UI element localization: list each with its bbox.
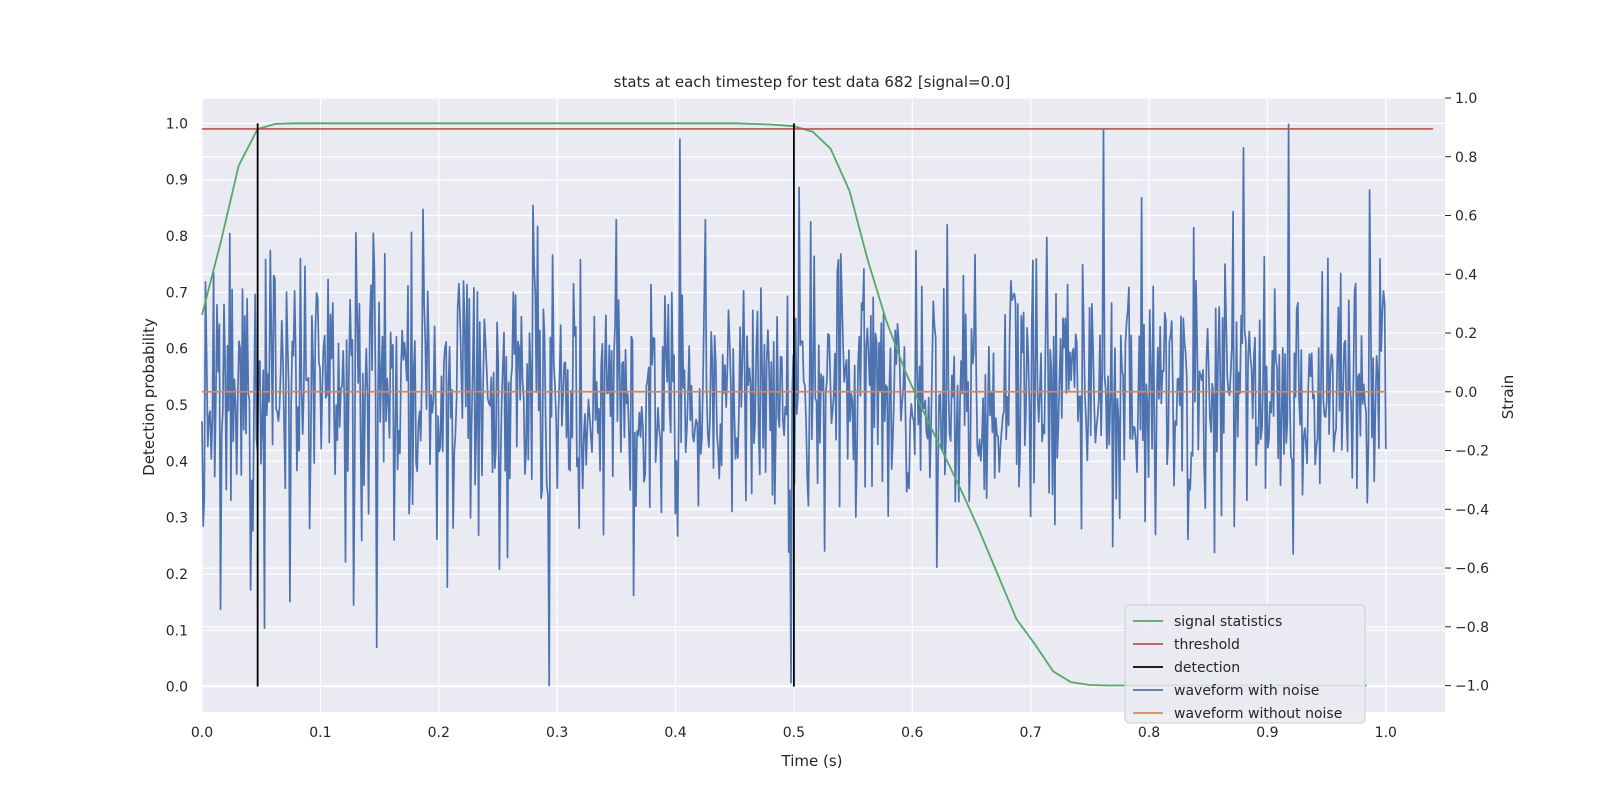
x-tick-label: 0.5: [783, 725, 805, 741]
y-tick-label: 0.2: [166, 567, 188, 583]
x-axis-title: Time (s): [781, 752, 843, 770]
y2-tick-label: 0.4: [1455, 267, 1477, 283]
y-tick-label: 0.9: [166, 173, 188, 189]
y2-tick-label: 0.2: [1455, 326, 1477, 342]
chart-title: stats at each timestep for test data 682…: [614, 73, 1011, 91]
y2-tick-label: −0.8: [1455, 620, 1489, 636]
y-axis-title: Detection probability: [140, 318, 158, 476]
y2-tick-label: 1.0: [1455, 91, 1477, 107]
y2-tick-label: −0.2: [1455, 444, 1489, 460]
y2-tick-label: −0.4: [1455, 502, 1489, 518]
x-tick-label: 0.3: [546, 725, 568, 741]
x-tick-labels: 0.0 0.1 0.2 0.3 0.4 0.5 0.6 0.7 0.8 0.9 1.0: [191, 725, 1397, 741]
y2-tick-label: −1.0: [1455, 679, 1489, 695]
x-tick-label: 0.9: [1256, 725, 1278, 741]
y2-tick-label: 0.8: [1455, 150, 1477, 166]
y-tick-label: 0.8: [166, 229, 188, 245]
x-tick-label: 0.0: [191, 725, 213, 741]
legend-label: threshold: [1174, 637, 1240, 653]
x-tick-label: 0.7: [1020, 725, 1042, 741]
legend-label: signal statistics: [1174, 614, 1282, 630]
x-tick-label: 0.8: [1138, 725, 1160, 741]
x-tick-label: 0.2: [428, 725, 450, 741]
y2-axis-title: Strain: [1499, 375, 1517, 419]
x-tick-label: 0.4: [664, 725, 686, 741]
legend-box: [1124, 604, 1366, 724]
x-tick-label: 0.6: [901, 725, 923, 741]
series-layer: [201, 122, 1434, 687]
legend-label: detection: [1174, 660, 1240, 676]
y-tick-label: 0.0: [166, 680, 188, 696]
legend-label: waveform without noise: [1174, 706, 1342, 722]
y2-tick-label: 0.0: [1455, 385, 1477, 401]
y-tick-label: 0.3: [166, 511, 188, 527]
signal-statistics-line: [201, 122, 1367, 687]
y-tick-label: 0.6: [166, 342, 188, 358]
y-tick-label: 0.4: [166, 454, 188, 470]
legend: signal statistics threshold detection wavef…: [1124, 604, 1366, 724]
y-tick-label: 0.5: [166, 398, 188, 414]
y2-tick-label: 0.6: [1455, 209, 1477, 225]
y-tick-labels: 0.0 0.1 0.2 0.3 0.4 0.5 0.6 0.7 0.8 0.9 1.0: [166, 116, 188, 695]
y2-tick-labels: −1.0 −0.8 −0.6 −0.4 −0.2 0.0 0.2 0.4 0.6 0.8 1.0: [1445, 91, 1489, 695]
y-tick-label: 1.0: [166, 116, 188, 132]
x-tick-label: 0.1: [309, 725, 331, 741]
y2-tick-label: −0.6: [1455, 561, 1489, 577]
legend-label: waveform with noise: [1174, 683, 1319, 699]
y-tick-label: 0.7: [166, 285, 188, 301]
y-tick-label: 0.1: [166, 623, 188, 639]
x-tick-label: 1.0: [1375, 725, 1397, 741]
